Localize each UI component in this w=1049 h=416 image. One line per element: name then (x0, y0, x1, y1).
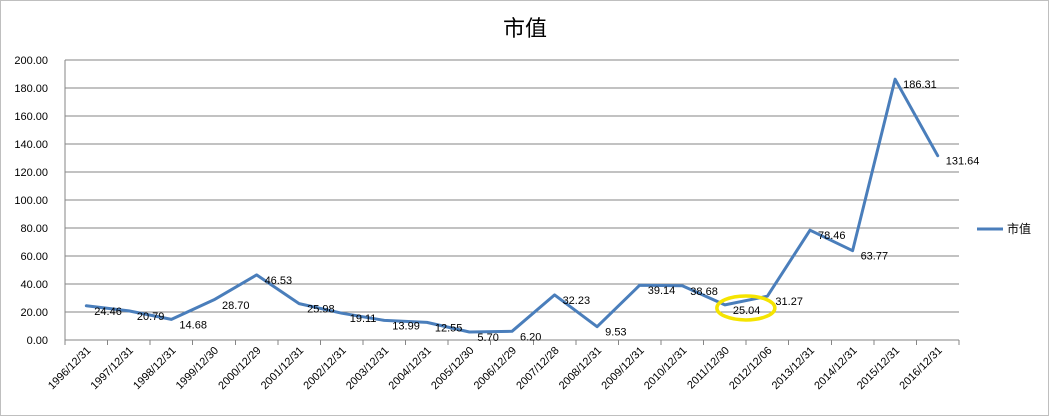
x-tick-label: 1998/12/31 (131, 345, 178, 392)
data-label: 38.68 (690, 286, 718, 298)
legend-label: 市值 (1007, 221, 1031, 236)
data-label: 5.70 (477, 332, 498, 344)
data-point (723, 303, 727, 307)
data-point (255, 273, 259, 277)
x-tick-label: 2000/12/29 (216, 345, 263, 392)
x-tick-label: 2002/12/31 (301, 345, 348, 392)
data-label: 6.20 (520, 331, 541, 343)
legend: 市值 (977, 221, 1031, 236)
data-label: 9.53 (605, 327, 626, 339)
x-tick-label: 2016/12/31 (897, 345, 944, 392)
data-label: 63.77 (861, 251, 889, 263)
x-tick-label: 2013/12/31 (770, 345, 817, 392)
data-point (510, 329, 514, 333)
x-tick-label: 2007/12/28 (514, 345, 561, 392)
data-label: 31.27 (775, 296, 803, 308)
data-label: 39.14 (648, 285, 676, 297)
x-tick-label: 1999/12/30 (174, 345, 221, 392)
y-tick-label: 200.00 (14, 55, 48, 67)
series-layer (84, 77, 940, 334)
data-point (340, 311, 344, 315)
data-point (84, 304, 88, 308)
data-label: 12.55 (435, 322, 463, 334)
x-tick-label: 2006/12/29 (472, 345, 519, 392)
y-tick-label: 20.00 (20, 307, 48, 319)
data-point (808, 228, 812, 232)
data-label: 24.46 (94, 306, 122, 318)
y-tick-label: 0.00 (27, 335, 48, 347)
data-point (595, 325, 599, 329)
data-point (127, 309, 131, 313)
x-tick-label: 2014/12/31 (812, 345, 859, 392)
data-label: 25.04 (733, 305, 761, 317)
data-point (680, 284, 684, 288)
x-tick-label: 1997/12/31 (89, 345, 136, 392)
x-tick-label: 2012/12/06 (727, 345, 774, 392)
data-point (297, 302, 301, 306)
y-tick-label: 100.00 (14, 195, 48, 207)
x-tick-label: 2009/12/31 (599, 345, 646, 392)
data-point (382, 318, 386, 322)
chart-title: 市值 (503, 17, 547, 42)
x-tick-label: 2001/12/31 (259, 345, 306, 392)
x-tick-label: 2003/12/31 (344, 345, 391, 392)
data-point (467, 330, 471, 334)
data-point (425, 320, 429, 324)
y-tick-label: 40.00 (20, 279, 48, 291)
x-tick-label: 2010/12/31 (642, 345, 689, 392)
highlight-ellipse (715, 294, 777, 322)
y-tick-label: 180.00 (14, 83, 48, 95)
gridlines (64, 59, 959, 341)
data-point (638, 283, 642, 287)
data-labels: 24.46 20.79 14.68 28.70 46.53 25.98 19.11 13.99… (94, 79, 979, 344)
data-point (169, 317, 173, 321)
y-tick-label: 140.00 (14, 139, 48, 151)
x-tick-label: 2015/12/31 (855, 345, 902, 392)
data-label: 25.98 (307, 304, 335, 316)
series-line (84, 77, 940, 334)
x-tick-label: 2005/12/30 (429, 345, 476, 392)
data-label: 78.46 (818, 230, 846, 242)
data-label: 20.79 (137, 311, 165, 323)
y-tick-label: 80.00 (20, 223, 48, 235)
data-point (936, 154, 940, 158)
data-label: 46.53 (265, 275, 293, 287)
data-point (212, 298, 216, 302)
data-label: 14.68 (179, 319, 207, 331)
y-tick-label: 120.00 (14, 167, 48, 179)
x-tick-label: 2004/12/31 (387, 345, 434, 392)
y-tick-label: 160.00 (14, 111, 48, 123)
data-point (851, 249, 855, 253)
data-point (893, 77, 897, 81)
data-label: 19.11 (350, 313, 377, 325)
data-point (553, 293, 557, 297)
y-axis-ticks: 0.00 20.00 40.00 60.00 80.00 100.00 120.00 140.… (14, 55, 48, 347)
data-label: 131.64 (946, 156, 980, 168)
y-tick-label: 60.00 (20, 251, 48, 263)
data-label: 13.99 (392, 320, 420, 332)
data-label: 186.31 (903, 79, 937, 91)
x-axis-ticks: 1996/12/311997/12/311998/12/311999/12/30… (46, 340, 960, 392)
data-label: 32.23 (563, 295, 591, 307)
data-label: 28.70 (222, 300, 250, 312)
x-tick-label: 2008/12/31 (557, 345, 604, 392)
x-tick-label: 1996/12/31 (46, 345, 93, 392)
x-tick-label: 2011/12/30 (685, 345, 732, 392)
